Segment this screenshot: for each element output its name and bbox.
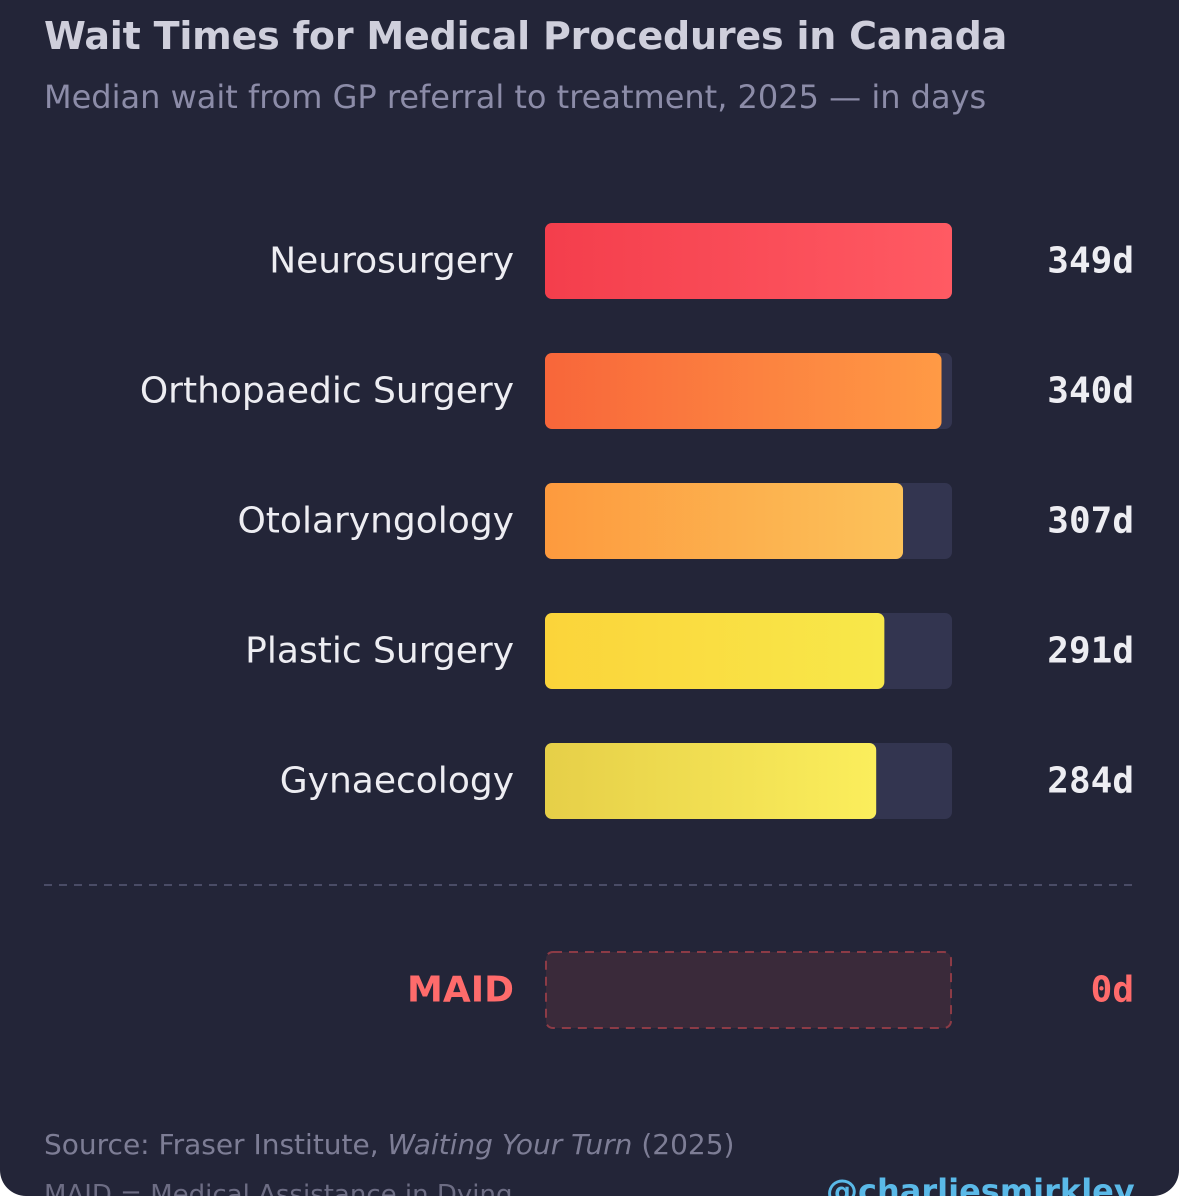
value-label: 340d xyxy=(1047,371,1134,412)
bar xyxy=(545,743,877,819)
value-label: 291d xyxy=(1047,631,1134,672)
highlight-value-label: 0d xyxy=(1091,970,1134,1011)
source-note: Source: Fraser Institute, Waiting Your T… xyxy=(44,1128,734,1161)
bar xyxy=(545,353,942,429)
bar xyxy=(545,223,952,299)
bar xyxy=(545,613,885,689)
footnote: MAID = Medical Assistance in Dying xyxy=(44,1180,513,1196)
chart-title: Wait Times for Medical Procedures in Can… xyxy=(44,14,1008,58)
category-label: Otolaryngology xyxy=(237,501,514,542)
highlight-category-label: MAID xyxy=(407,970,514,1011)
category-label: Neurosurgery xyxy=(269,241,514,282)
source-publication: Waiting Your Turn xyxy=(387,1128,633,1161)
source-suffix: (2025) xyxy=(632,1128,735,1161)
highlight-bar xyxy=(545,951,952,1029)
author-handle[interactable]: @charliesmirkley xyxy=(826,1172,1135,1196)
value-label: 349d xyxy=(1047,241,1134,282)
category-label: Orthopaedic Surgery xyxy=(140,371,514,412)
bar xyxy=(545,483,904,559)
source-prefix: Source: Fraser Institute, xyxy=(44,1128,388,1161)
value-label: 307d xyxy=(1047,501,1134,542)
chart-subtitle: Median wait from GP referral to treatmen… xyxy=(44,78,987,116)
category-label: Gynaecology xyxy=(280,761,514,802)
value-label: 284d xyxy=(1047,761,1134,802)
category-label: Plastic Surgery xyxy=(245,631,514,672)
